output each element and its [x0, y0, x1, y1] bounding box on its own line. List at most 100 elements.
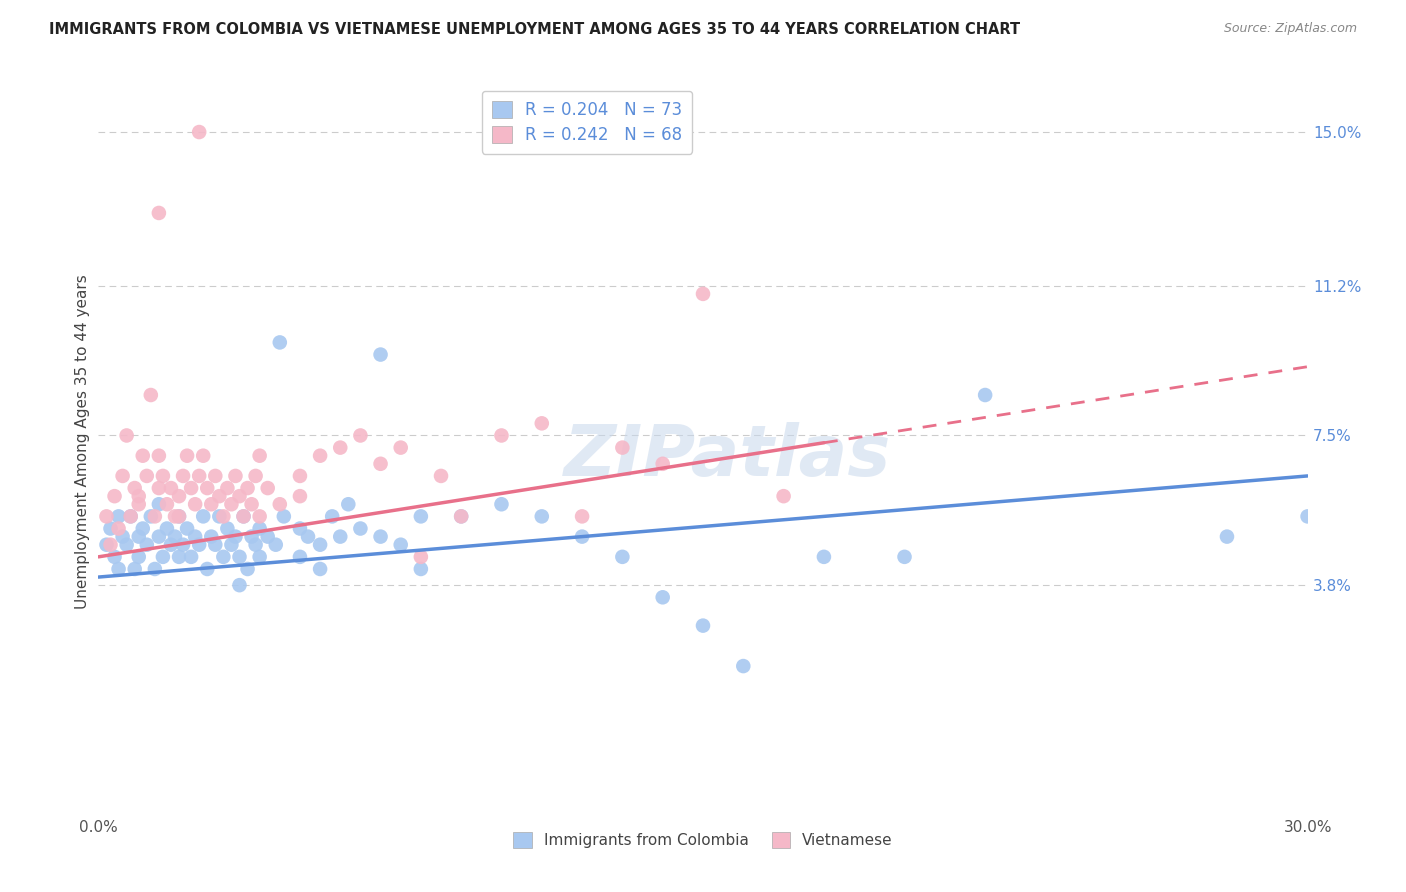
Vietnamese — [96, 509, 118, 524]
Immigrants from Colombia — [188, 538, 211, 552]
Immigrants from Colombia — [389, 538, 412, 552]
Vietnamese — [100, 538, 122, 552]
Vietnamese — [288, 469, 311, 483]
Immigrants from Colombia — [256, 530, 278, 544]
Vietnamese — [180, 481, 202, 495]
Vietnamese — [160, 481, 183, 495]
Immigrants from Colombia — [530, 509, 553, 524]
Vietnamese — [172, 469, 194, 483]
Immigrants from Colombia — [195, 562, 218, 576]
Immigrants from Colombia — [208, 509, 231, 524]
Immigrants from Colombia — [100, 522, 122, 536]
Immigrants from Colombia — [370, 347, 392, 361]
Vietnamese — [245, 469, 267, 483]
Vietnamese — [256, 481, 278, 495]
Vietnamese — [184, 497, 207, 511]
Immigrants from Colombia — [120, 509, 142, 524]
Immigrants from Colombia — [329, 530, 352, 544]
Immigrants from Colombia — [156, 522, 179, 536]
Vietnamese — [651, 457, 673, 471]
Vietnamese — [128, 489, 150, 503]
Immigrants from Colombia — [160, 538, 183, 552]
Immigrants from Colombia — [269, 335, 291, 350]
Immigrants from Colombia — [321, 509, 343, 524]
Immigrants from Colombia — [733, 659, 755, 673]
Vietnamese — [156, 497, 179, 511]
Immigrants from Colombia — [236, 562, 259, 576]
Vietnamese — [128, 497, 150, 511]
Immigrants from Colombia — [245, 538, 267, 552]
Vietnamese — [195, 481, 218, 495]
Vietnamese — [217, 481, 239, 495]
Immigrants from Colombia — [115, 538, 138, 552]
Vietnamese — [148, 206, 170, 220]
Vietnamese — [200, 497, 222, 511]
Immigrants from Colombia — [409, 509, 432, 524]
Vietnamese — [152, 469, 174, 483]
Immigrants from Colombia — [232, 509, 254, 524]
Vietnamese — [329, 441, 352, 455]
Vietnamese — [692, 286, 714, 301]
Vietnamese — [135, 469, 157, 483]
Vietnamese — [612, 441, 634, 455]
Immigrants from Colombia — [1296, 509, 1319, 524]
Immigrants from Colombia — [297, 530, 319, 544]
Immigrants from Colombia — [450, 509, 472, 524]
Immigrants from Colombia — [193, 509, 215, 524]
Legend: Immigrants from Colombia, Vietnamese: Immigrants from Colombia, Vietnamese — [506, 824, 900, 856]
Vietnamese — [349, 428, 371, 442]
Immigrants from Colombia — [491, 497, 513, 511]
Immigrants from Colombia — [228, 578, 250, 592]
Immigrants from Colombia — [309, 538, 332, 552]
Immigrants from Colombia — [184, 530, 207, 544]
Immigrants from Colombia — [148, 530, 170, 544]
Vietnamese — [208, 489, 231, 503]
Vietnamese — [163, 509, 186, 524]
Vietnamese — [571, 509, 593, 524]
Vietnamese — [224, 469, 246, 483]
Immigrants from Colombia — [167, 549, 190, 564]
Vietnamese — [530, 417, 553, 431]
Immigrants from Colombia — [111, 530, 134, 544]
Vietnamese — [103, 489, 125, 503]
Immigrants from Colombia — [228, 549, 250, 564]
Immigrants from Colombia — [1216, 530, 1239, 544]
Vietnamese — [167, 509, 190, 524]
Immigrants from Colombia — [167, 509, 190, 524]
Immigrants from Colombia — [337, 497, 360, 511]
Immigrants from Colombia — [273, 509, 295, 524]
Immigrants from Colombia — [217, 522, 239, 536]
Vietnamese — [124, 481, 146, 495]
Text: Source: ZipAtlas.com: Source: ZipAtlas.com — [1223, 22, 1357, 36]
Immigrants from Colombia — [893, 549, 915, 564]
Vietnamese — [143, 509, 166, 524]
Vietnamese — [204, 469, 226, 483]
Immigrants from Colombia — [148, 497, 170, 511]
Vietnamese — [111, 469, 134, 483]
Vietnamese — [188, 125, 211, 139]
Vietnamese — [228, 489, 250, 503]
Immigrants from Colombia — [128, 549, 150, 564]
Vietnamese — [491, 428, 513, 442]
Vietnamese — [232, 509, 254, 524]
Immigrants from Colombia — [163, 530, 186, 544]
Immigrants from Colombia — [143, 562, 166, 576]
Immigrants from Colombia — [212, 549, 235, 564]
Immigrants from Colombia — [571, 530, 593, 544]
Vietnamese — [132, 449, 155, 463]
Vietnamese — [212, 509, 235, 524]
Immigrants from Colombia — [139, 509, 162, 524]
Immigrants from Colombia — [288, 522, 311, 536]
Immigrants from Colombia — [249, 522, 271, 536]
Immigrants from Colombia — [974, 388, 997, 402]
Immigrants from Colombia — [370, 530, 392, 544]
Vietnamese — [188, 469, 211, 483]
Immigrants from Colombia — [103, 549, 125, 564]
Immigrants from Colombia — [813, 549, 835, 564]
Vietnamese — [370, 457, 392, 471]
Immigrants from Colombia — [409, 562, 432, 576]
Vietnamese — [240, 497, 263, 511]
Text: ZIPatlas: ZIPatlas — [564, 422, 891, 491]
Immigrants from Colombia — [176, 522, 198, 536]
Vietnamese — [450, 509, 472, 524]
